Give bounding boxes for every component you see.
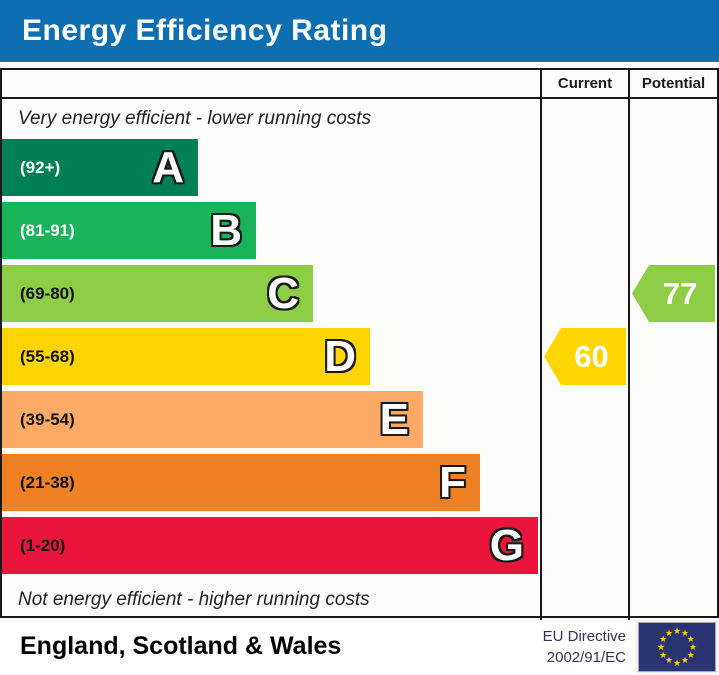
band-range-label: (21-38): [20, 472, 75, 492]
band-bar-a: (92+) A: [2, 139, 198, 196]
band-range-label: (39-54): [20, 409, 75, 429]
potential-column-header: Potential: [628, 70, 717, 99]
band-bar-g: (1-20) G: [2, 517, 538, 574]
band-row-g: (1-20) G: [2, 517, 540, 574]
eu-flag-star: ★: [656, 641, 666, 652]
region-label: England, Scotland & Wales: [20, 632, 342, 660]
band-bar-e: (39-54) E: [2, 391, 423, 448]
eu-flag-star: ★: [659, 649, 668, 660]
band-letter: B: [210, 205, 242, 255]
eu-flag-star: ★: [686, 633, 695, 644]
eu-flag-star: ★: [664, 627, 674, 638]
footer-right: EU Directive 2002/91/EC ★ ★ ★ ★ ★ ★ ★ ★ ★ ★ ★ ★: [543, 619, 718, 674]
title-gap: [0, 62, 719, 68]
eu-directive-line2: 2002/91/EC: [546, 648, 626, 666]
bands-column: Very energy efficient - lower running co…: [2, 99, 540, 620]
band-range-label: (69-80): [20, 283, 75, 303]
band-letter: A: [152, 142, 184, 192]
band-range-label: (92+): [20, 157, 61, 177]
eu-flag-star: ★: [688, 641, 698, 652]
eu-flag-star: ★: [680, 655, 690, 666]
band-bar-b: (81-91) B: [2, 202, 256, 259]
band-row-a: (92+) A: [2, 139, 540, 196]
current-column-cell: 60: [540, 99, 628, 620]
current-rating-marker: 60: [544, 328, 626, 385]
band-row-d: (55-68) D: [2, 328, 540, 385]
band-letter: C: [267, 268, 299, 318]
rating-table: Current Potential Very energy efficient …: [0, 68, 719, 620]
band-range-label: (1-20): [20, 535, 66, 555]
page-title: Energy Efficiency Rating: [22, 14, 388, 47]
band-letter: F: [439, 457, 466, 507]
band-range-label: (81-91): [20, 220, 75, 240]
eu-flag-star: ★: [664, 655, 674, 666]
band-letter: G: [489, 520, 524, 570]
band-row-b: (81-91) B: [2, 202, 540, 259]
band-letter: D: [324, 331, 356, 381]
band-row-e: (39-54) E: [2, 391, 540, 448]
band-range-label: (55-68): [20, 346, 75, 366]
title-bar: Energy Efficiency Rating: [0, 0, 719, 62]
bands: (92+) A (81-91) B (69-80) C (55-68) D (39-54) E (2…: [2, 139, 540, 574]
header-spacer: [2, 70, 540, 99]
band-row-f: (21-38) F: [2, 454, 540, 511]
band-letter: E: [379, 394, 409, 444]
eu-directive-line1: EU Directive: [542, 627, 626, 645]
band-bar-c: (69-80) C: [2, 265, 313, 322]
top-note: Very energy efficient - lower running co…: [18, 108, 372, 129]
potential-column-cell: 77: [628, 99, 717, 620]
eu-directive-label: EU Directive 2002/91/EC: [543, 626, 626, 668]
eu-flag-star: ★: [672, 657, 682, 668]
potential-rating-marker: 77: [632, 265, 715, 322]
eu-flag-star: ★: [680, 627, 690, 638]
eu-flag-star: ★: [659, 633, 668, 644]
band-bar-f: (21-38) F: [2, 454, 480, 511]
eu-flag-star: ★: [686, 649, 695, 660]
bottom-note: Not energy efficient - higher running co…: [18, 589, 370, 610]
eu-flag-star: ★: [672, 625, 682, 636]
eu-flag-icon: ★ ★ ★ ★ ★ ★ ★ ★ ★ ★ ★ ★: [636, 619, 718, 674]
current-column-header: Current: [540, 70, 628, 99]
band-bar-d: (55-68) D: [2, 328, 370, 385]
footer: England, Scotland & Wales EU Directive 2…: [0, 618, 719, 675]
band-row-c: (69-80) C: [2, 265, 540, 322]
